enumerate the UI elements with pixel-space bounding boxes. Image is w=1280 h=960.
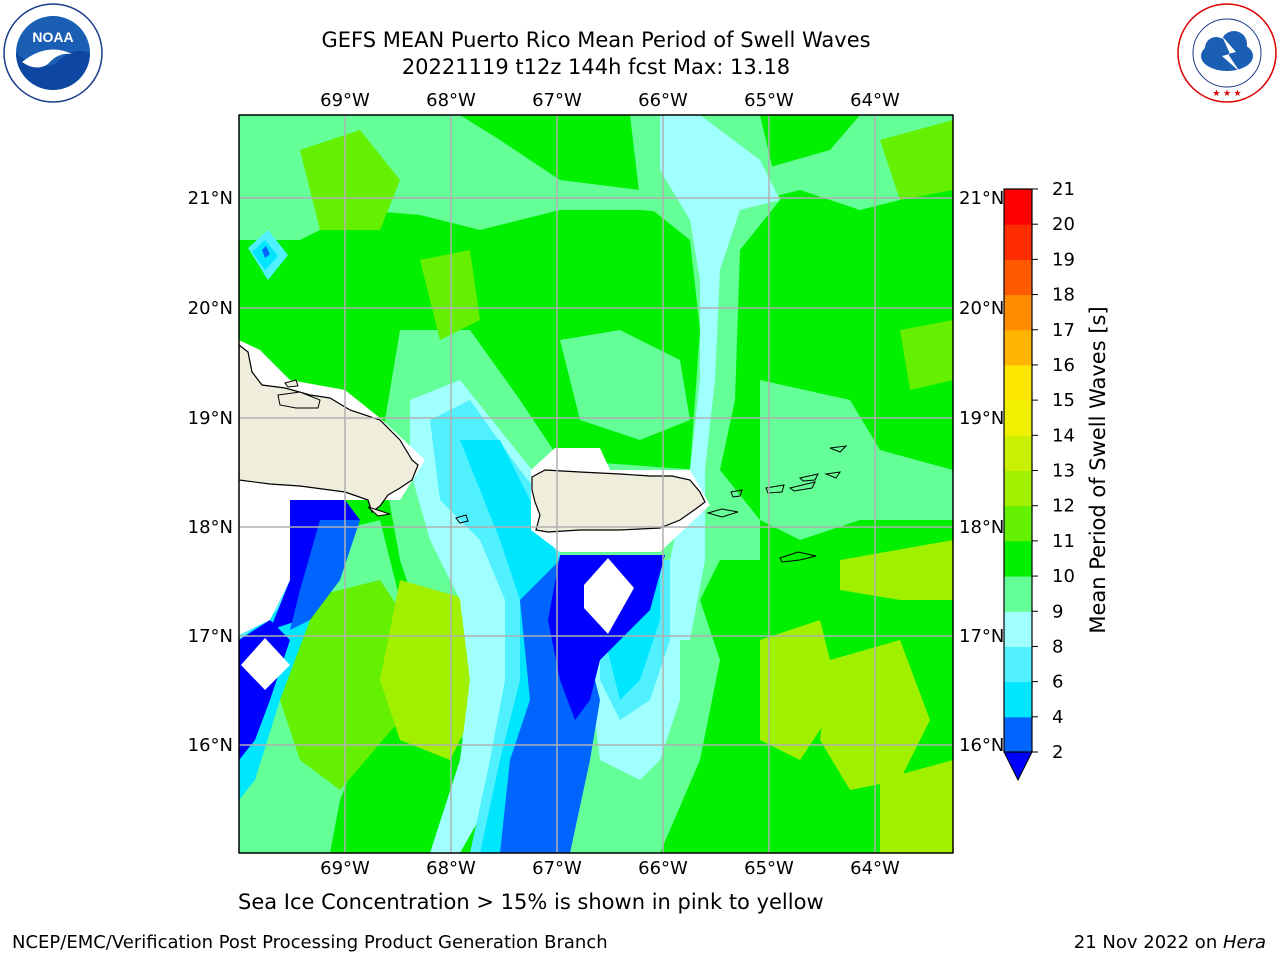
graticule <box>239 115 953 853</box>
nws-logo: ★ ★ ★ <box>1177 3 1277 103</box>
colorbar-tick-label: 8 <box>1052 636 1063 657</box>
colorbar-band <box>1004 646 1032 683</box>
colorbar-band <box>1004 294 1032 331</box>
colorbar-extend <box>1003 751 1033 782</box>
colorbar-tick-label: 2 <box>1052 742 1063 763</box>
colorbar-band <box>1004 259 1032 296</box>
lat-label-left: 17°N <box>188 626 233 647</box>
lon-label-top: 66°W <box>638 90 688 111</box>
colorbar-tick-label: 11 <box>1052 531 1075 552</box>
lon-label-bottom: 65°W <box>744 858 794 879</box>
lat-label-right: 19°N <box>959 408 1004 429</box>
colorbar-tick-label: 14 <box>1052 425 1075 446</box>
noaa-logo: NOAA <box>3 3 103 103</box>
footer-date: 21 Nov 2022 on Hera <box>1074 932 1266 953</box>
colorbar-band <box>1004 716 1032 753</box>
lat-label-right: 17°N <box>959 626 1004 647</box>
footer-credit: NCEP/EMC/Verification Post Processing Pr… <box>12 932 608 953</box>
colorbar-band <box>1004 576 1032 612</box>
lat-label-left: 19°N <box>188 408 233 429</box>
lon-label-top: 69°W <box>320 90 370 111</box>
colorbar-label: Mean Period of Swell Waves [s] <box>1086 306 1110 633</box>
lat-label-right: 20°N <box>959 298 1004 319</box>
colorbar-tick-label: 21 <box>1052 179 1075 200</box>
svg-text:★ ★ ★: ★ ★ ★ <box>1212 88 1241 98</box>
lon-label-top: 65°W <box>744 90 794 111</box>
lat-label-right: 21°N <box>959 188 1004 209</box>
lon-label-top: 64°W <box>850 90 900 111</box>
lat-label-left: 21°N <box>188 188 233 209</box>
lat-label-left: 16°N <box>188 735 233 756</box>
colorbar-tick-label: 10 <box>1052 566 1075 587</box>
colorbar-band <box>1004 470 1032 507</box>
colorbar-band <box>1004 400 1032 436</box>
colorbar-tick-label: 17 <box>1052 320 1075 341</box>
plot-frame <box>238 114 954 854</box>
lat-label-left: 20°N <box>188 298 233 319</box>
colorbar-tick-label: 6 <box>1052 672 1063 693</box>
lon-label-bottom: 64°W <box>850 858 900 879</box>
sea-ice-note: Sea Ice Concentration > 15% is shown in … <box>238 890 824 914</box>
lat-label-right: 18°N <box>959 517 1004 538</box>
colorbar-tick-label: 20 <box>1052 214 1075 235</box>
colorbar-band <box>1004 611 1032 647</box>
colorbar-band <box>1004 329 1032 366</box>
colorbar-band <box>1004 435 1032 471</box>
lat-label-left: 18°N <box>188 517 233 538</box>
colorbar-band <box>1004 189 1032 225</box>
colorbar-tick-label: 9 <box>1052 601 1063 622</box>
lat-label-right: 16°N <box>959 735 1004 756</box>
colorbar-band <box>1004 505 1032 542</box>
colorbar-tick-label: 4 <box>1052 707 1063 728</box>
colorbar-tick-label: 12 <box>1052 496 1075 517</box>
colorbar-tick-label: 18 <box>1052 285 1075 306</box>
colorbar-tick-label: 16 <box>1052 355 1075 376</box>
noaa-logo-text: NOAA <box>32 29 73 45</box>
swell-period-field <box>239 115 953 853</box>
chart-subtitle: 20221119 t12z 144h fcst Max: 13.18 <box>401 55 791 79</box>
lon-label-bottom: 66°W <box>638 858 688 879</box>
lon-label-bottom: 69°W <box>320 858 370 879</box>
colorbar-band <box>1004 681 1032 718</box>
lon-label-bottom: 68°W <box>426 858 476 879</box>
colorbar-band <box>1004 364 1032 401</box>
footer-host: Hera <box>1222 932 1266 953</box>
colorbar: 2 4 6 8 9 10 11 12 13 14 15 16 17 18 19 20 21 <box>1003 179 1075 782</box>
lon-label-top: 68°W <box>426 90 476 111</box>
colorbar-tick-label: 19 <box>1052 249 1075 270</box>
lon-label-top: 67°W <box>532 90 582 111</box>
lon-label-bottom: 67°W <box>532 858 582 879</box>
colorbar-band <box>1004 540 1032 577</box>
colorbar-tick-label: 13 <box>1052 461 1075 482</box>
footer-date-text: 21 Nov 2022 on <box>1073 932 1223 953</box>
chart-title: GEFS MEAN Puerto Rico Mean Period of Swe… <box>321 28 871 52</box>
colorbar-tick-label: 15 <box>1052 390 1075 411</box>
colorbar-band <box>1004 224 1032 260</box>
